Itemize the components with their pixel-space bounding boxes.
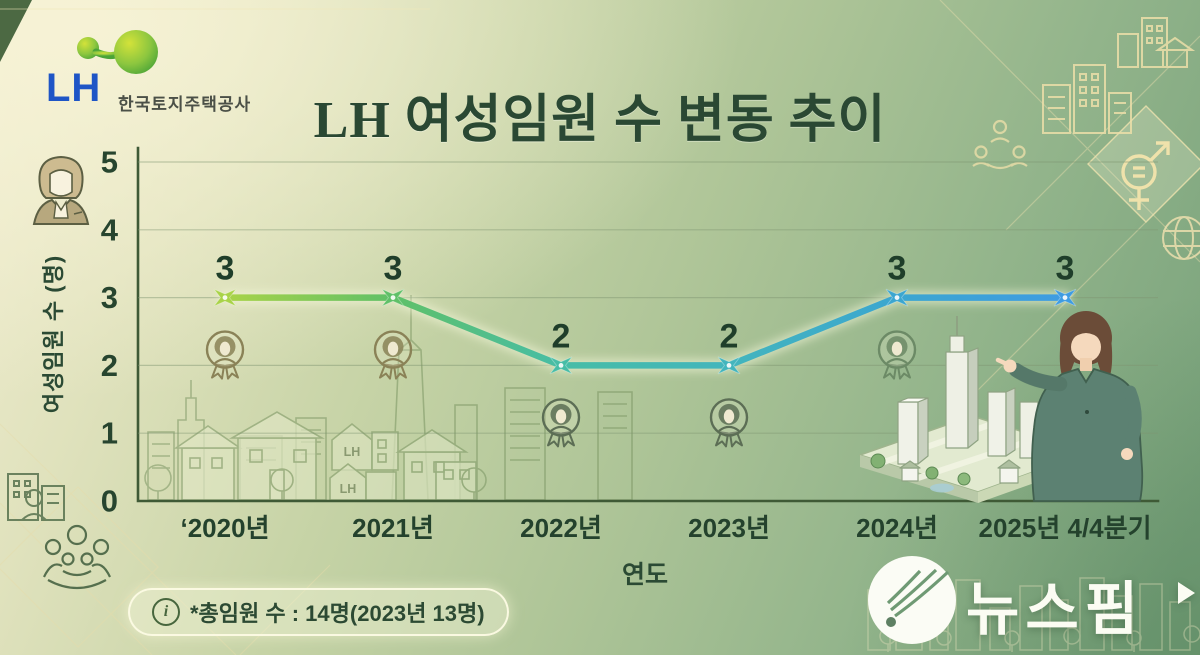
award-badge-icon bbox=[205, 330, 245, 380]
family-icon bbox=[43, 524, 111, 590]
trend-line bbox=[221, 294, 1069, 369]
marker-center-dot bbox=[1062, 295, 1068, 300]
marker-center-dot bbox=[558, 363, 564, 368]
businesswoman-icon bbox=[32, 155, 90, 225]
value-label: 3 bbox=[888, 250, 907, 288]
lh-house-label: LH bbox=[340, 482, 357, 496]
y-axis-title: 여성임원 수 (명) bbox=[41, 254, 66, 414]
page-title: LH 여성임원 수 변동 추이 bbox=[313, 91, 887, 149]
chart-plot-area: 5 4 3 2 1 0 3 ‘2020년 3 2021년 2 2022년 2 2023년 3 2024년 3 20… bbox=[101, 145, 1158, 543]
y-tick-label: 4 bbox=[101, 212, 119, 247]
y-tick-label: 3 bbox=[101, 280, 118, 315]
x-tick-label: 2023년 bbox=[688, 513, 770, 543]
y-tick-label: 5 bbox=[101, 145, 118, 180]
x-tick-label: 2024년 bbox=[856, 513, 938, 543]
people-network-icon bbox=[972, 119, 1028, 170]
lh-logo-text: LH bbox=[46, 66, 102, 110]
y-tick-label: 2 bbox=[101, 348, 118, 383]
x-tick-label: ‘2020년 bbox=[181, 513, 270, 543]
skyline-illustration: LH LH bbox=[144, 295, 633, 501]
award-badge-icon bbox=[709, 398, 749, 448]
value-label: 3 bbox=[216, 250, 235, 288]
newspim-brand-text: 뉴스핌 bbox=[966, 577, 1145, 642]
x-tick-label: 2021년 bbox=[352, 513, 434, 543]
info-icon: i bbox=[152, 598, 180, 626]
y-tick-label: 0 bbox=[101, 484, 118, 519]
newspim-logo-icon bbox=[868, 556, 956, 644]
footnote-badge: i *총임원 수 : 14명(2023년 13명) bbox=[128, 588, 509, 636]
gender-equality-icon bbox=[1121, 141, 1170, 210]
newspim-arrow-icon bbox=[1178, 582, 1195, 604]
value-label: 2 bbox=[720, 317, 739, 355]
marker-center-dot bbox=[894, 295, 900, 300]
marker-center-dot bbox=[726, 363, 732, 368]
trend-line-glow bbox=[218, 291, 1072, 372]
x-tick-label: 2022년 bbox=[520, 513, 602, 543]
corner-triangle bbox=[0, 0, 32, 62]
award-badge-icon bbox=[541, 398, 581, 448]
gender-equality-diamond bbox=[1087, 105, 1200, 223]
x-axis-title: 연도 bbox=[621, 561, 668, 589]
marker-center-dot bbox=[390, 295, 396, 300]
building-person-icon bbox=[7, 473, 65, 521]
value-label: 3 bbox=[1056, 250, 1075, 288]
chart-axes bbox=[136, 146, 1160, 503]
buildings-cluster-icon bbox=[1042, 64, 1132, 134]
marker-center-dot bbox=[222, 295, 228, 300]
lh-logo: LH 한국토지주택공사 bbox=[44, 24, 334, 116]
lh-logo-blob-icon bbox=[77, 30, 158, 74]
lh-house-label: LH bbox=[344, 445, 361, 459]
value-label: 2 bbox=[552, 317, 571, 355]
award-badge-icon bbox=[373, 330, 413, 380]
award-badge-icon bbox=[877, 330, 917, 380]
company-name: 한국토지주택공사 bbox=[118, 95, 252, 114]
buildings-small-cluster-icon bbox=[1117, 17, 1196, 68]
newspim-watermark: 뉴스핌 bbox=[862, 550, 1200, 655]
y-tick-label: 1 bbox=[101, 416, 118, 451]
value-label: 3 bbox=[384, 250, 403, 288]
footnote-text: *총임원 수 : 14명(2023년 13명) bbox=[190, 601, 485, 626]
x-tick-label: 2025년 4/4분기 bbox=[979, 513, 1152, 543]
presenter-woman-illustration bbox=[995, 311, 1144, 502]
globe-icon bbox=[1162, 216, 1200, 260]
